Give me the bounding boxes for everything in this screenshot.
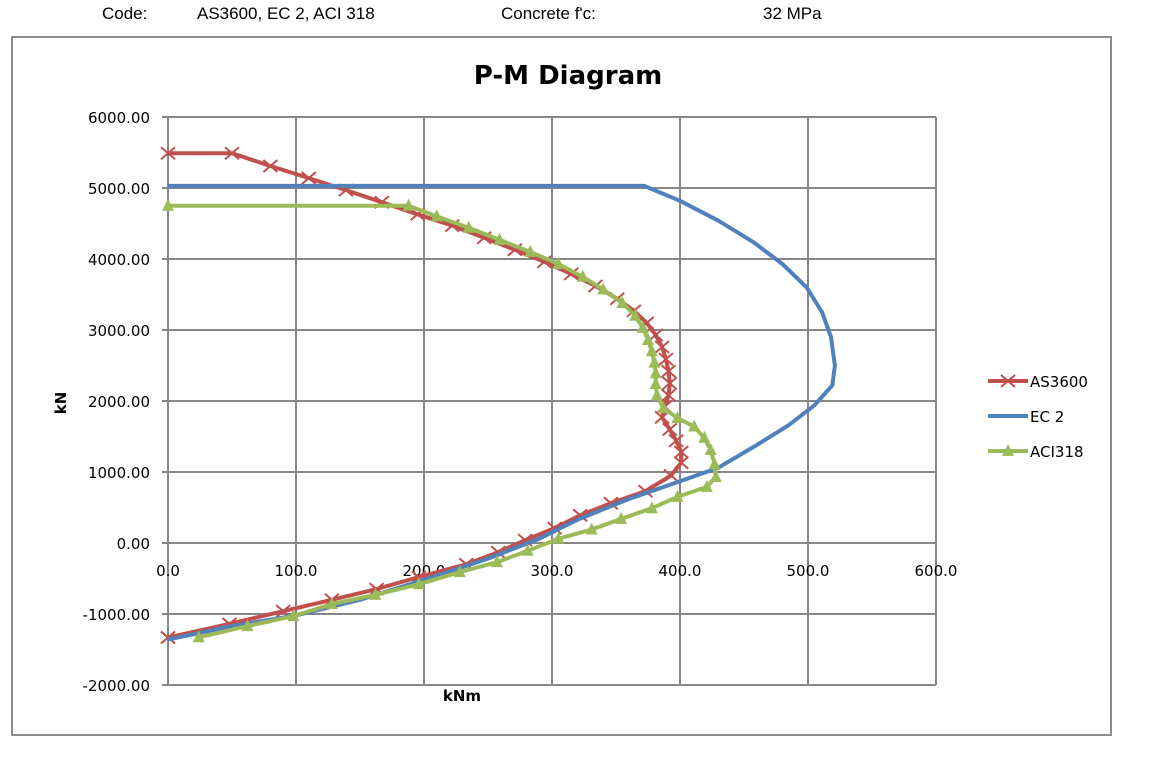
triangle-marker-icon bbox=[642, 332, 654, 345]
triangle-marker-icon bbox=[629, 308, 642, 321]
code-label: Code: bbox=[102, 4, 148, 23]
triangle-marker-icon bbox=[552, 256, 565, 269]
y-tick-label: 6000.00 bbox=[88, 109, 150, 127]
x-tick-label: 300.0 bbox=[531, 562, 574, 580]
concrete-value: 32 MPa bbox=[763, 4, 822, 23]
concrete-label: Concrete f'c: bbox=[501, 4, 596, 23]
x-marker-icon bbox=[262, 159, 279, 173]
legend-label: EC 2 bbox=[1030, 408, 1064, 426]
series-aci318 bbox=[162, 198, 722, 643]
triangle-marker-icon bbox=[645, 501, 658, 514]
series-line bbox=[167, 183, 837, 642]
triangle-marker-icon bbox=[576, 269, 589, 282]
triangle-marker-icon bbox=[649, 376, 662, 389]
y-tick-label: -1000.00 bbox=[83, 606, 150, 624]
y-tick-label: 2000.00 bbox=[88, 393, 150, 411]
y-tick-label: -2000.00 bbox=[83, 677, 150, 695]
triangle-marker-icon bbox=[698, 430, 711, 443]
triangle-marker-icon bbox=[325, 597, 338, 610]
triangle-marker-icon bbox=[524, 244, 537, 257]
triangle-marker-icon bbox=[1002, 444, 1014, 456]
chart-title: P-M Diagram bbox=[474, 61, 662, 91]
x-marker-icon bbox=[160, 146, 176, 160]
series-ec-2 bbox=[167, 183, 837, 642]
x-marker-icon bbox=[662, 376, 678, 391]
x-axis-label: kNm bbox=[443, 687, 481, 705]
x-tick-label: 600.0 bbox=[915, 562, 958, 580]
x-marker-icon bbox=[301, 171, 317, 185]
triangle-marker-icon bbox=[453, 565, 466, 578]
triangle-marker-icon bbox=[490, 555, 503, 568]
x-marker-icon bbox=[660, 364, 677, 378]
legend-label: AS3600 bbox=[1030, 373, 1088, 391]
triangle-marker-icon bbox=[700, 479, 713, 492]
x-marker-icon bbox=[654, 340, 670, 354]
triangle-marker-icon bbox=[552, 531, 565, 544]
y-tick-label: 5000.00 bbox=[88, 180, 150, 198]
triangle-marker-icon bbox=[585, 522, 598, 535]
x-axis-ticks: 0.0 100.0 200.0 300.0 400.0 500.0 600.0 bbox=[156, 562, 957, 580]
legend: AS3600 EC 2 ACI318 bbox=[988, 373, 1088, 461]
y-tick-label: 1000.00 bbox=[88, 464, 150, 482]
triangle-marker-icon bbox=[462, 220, 475, 233]
x-marker-icon bbox=[673, 445, 689, 459]
triangle-marker-icon bbox=[616, 296, 629, 309]
x-marker-icon bbox=[673, 456, 689, 470]
triangle-marker-icon bbox=[708, 457, 721, 470]
triangle-marker-icon bbox=[615, 511, 628, 524]
x-marker-icon bbox=[654, 410, 670, 425]
legend-item-as3600: AS3600 bbox=[988, 373, 1088, 391]
triangle-marker-icon bbox=[369, 587, 382, 600]
code-value: AS3600, EC 2, ACI 318 bbox=[197, 4, 375, 23]
y-tick-label: 3000.00 bbox=[88, 322, 150, 340]
triangle-marker-icon bbox=[657, 401, 670, 414]
legend-item-aci318: ACI318 bbox=[988, 443, 1084, 461]
x-marker-icon bbox=[668, 434, 684, 448]
triangle-marker-icon bbox=[241, 619, 254, 632]
x-marker-icon bbox=[160, 630, 176, 645]
triangle-marker-icon bbox=[192, 630, 205, 643]
triangle-marker-icon bbox=[636, 320, 649, 333]
y-axis-label: kN bbox=[52, 392, 70, 415]
series-group bbox=[160, 146, 837, 645]
x-marker-icon bbox=[662, 422, 678, 437]
triangle-marker-icon bbox=[287, 609, 300, 622]
x-marker-icon bbox=[1000, 374, 1016, 388]
triangle-marker-icon bbox=[645, 344, 658, 357]
x-marker-icon bbox=[658, 352, 674, 366]
legend-label: ACI318 bbox=[1030, 443, 1084, 461]
x-marker-icon bbox=[660, 388, 677, 403]
x-marker-icon bbox=[663, 468, 679, 483]
x-tick-label: 500.0 bbox=[787, 562, 830, 580]
y-tick-label: 4000.00 bbox=[88, 251, 150, 269]
triangle-marker-icon bbox=[671, 411, 684, 424]
triangle-marker-icon bbox=[649, 366, 662, 379]
x-tick-label: 100.0 bbox=[275, 562, 318, 580]
x-marker-icon bbox=[224, 146, 240, 160]
triangle-marker-icon bbox=[688, 419, 701, 432]
x-tick-label: 0.0 bbox=[156, 562, 180, 580]
triangle-marker-icon bbox=[162, 198, 174, 211]
x-marker-icon bbox=[626, 304, 642, 318]
triangle-marker-icon bbox=[412, 577, 425, 590]
triangle-marker-icon bbox=[430, 209, 443, 222]
triangle-marker-icon bbox=[493, 232, 506, 245]
series-line bbox=[167, 151, 684, 640]
triangle-marker-icon bbox=[650, 388, 663, 401]
triangle-marker-icon bbox=[671, 489, 684, 502]
x-tick-label: 400.0 bbox=[659, 562, 702, 580]
triangle-marker-icon bbox=[521, 543, 534, 556]
y-axis-ticks: 6000.00 5000.00 4000.00 3000.00 2000.00 1000.… bbox=[83, 109, 150, 695]
series-line bbox=[168, 203, 718, 640]
triangle-marker-icon bbox=[648, 355, 661, 368]
y-tick-label: 0.00 bbox=[117, 535, 150, 553]
triangle-marker-icon bbox=[597, 282, 610, 295]
legend-item-ec-2: EC 2 bbox=[988, 408, 1064, 426]
triangle-marker-icon bbox=[704, 442, 717, 455]
triangle-marker-icon bbox=[402, 198, 415, 211]
triangle-marker-icon bbox=[709, 469, 722, 482]
